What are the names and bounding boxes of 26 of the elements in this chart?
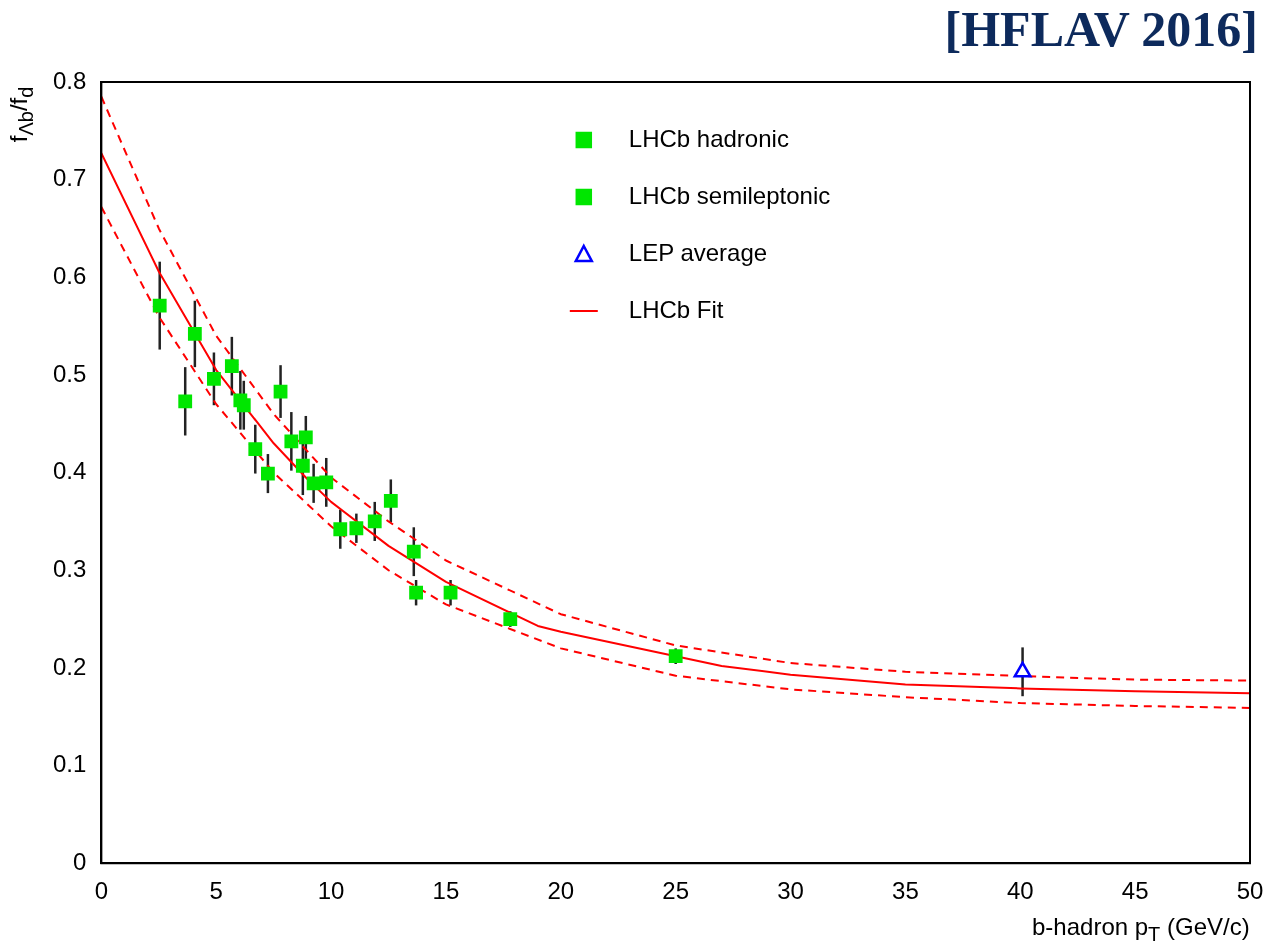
x-tick-label: 15 [432,877,460,905]
x-tick-label: 10 [317,877,345,905]
y-tick-label: 0.2 [52,652,87,680]
text: [HFLAV 2016] [944,0,1258,58]
y-tick-label: 0.5 [52,359,87,387]
x-tick-label: 50 [1236,877,1264,905]
x-tick-label: 25 [662,877,690,905]
x-tick-label: 0 [94,877,109,905]
legend-label: LHCb semileptonic [628,181,831,209]
y-tick-label: 0.4 [52,457,87,485]
y-tick-label: 0.7 [52,164,87,192]
y-tick-label: 0 [73,847,87,875]
legend-label: LHCb Fit [628,295,724,323]
legend-label: LHCb hadronic [628,124,789,152]
x-tick-label: 45 [1121,877,1149,905]
x-tick-label: 20 [547,877,575,905]
y-tick-label: 0.3 [52,554,87,582]
x-tick-label: 30 [777,877,804,905]
y-tick-label: 0.6 [52,261,87,289]
x-tick-label: 35 [892,877,919,905]
x-tick-label: 5 [209,877,223,905]
y-tick-label: 0.1 [52,750,87,778]
legend-label: LEP average [628,238,768,266]
y-tick-label: 0.8 [52,66,87,94]
x-tick-label: 40 [1006,877,1034,905]
x-axis-title: b-hadron p$_{T}$ (GeV/c) [1032,913,1250,946]
